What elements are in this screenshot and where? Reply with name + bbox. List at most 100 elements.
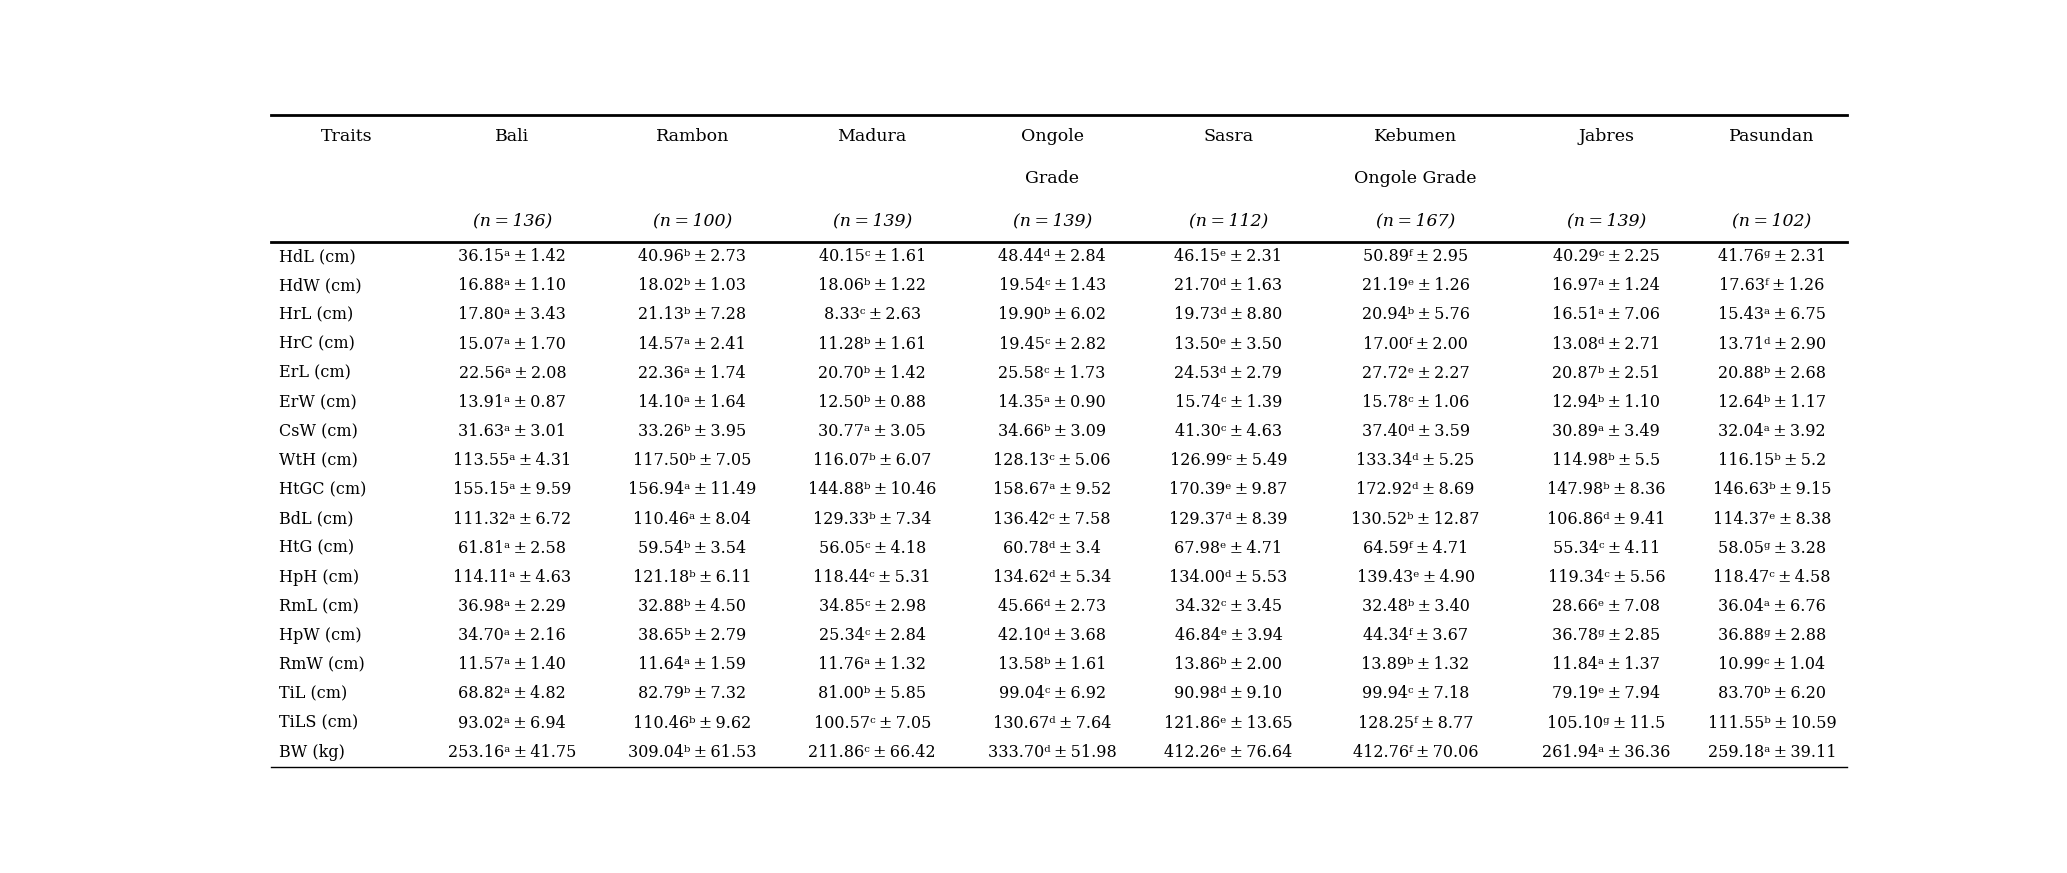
Text: 25.34ᶜ ± 2.84: 25.34ᶜ ± 2.84	[819, 627, 926, 644]
Text: 99.94ᶜ ± 7.18: 99.94ᶜ ± 7.18	[1362, 685, 1470, 703]
Text: 121.86ᵉ ± 13.65: 121.86ᵉ ± 13.65	[1164, 715, 1292, 732]
Text: 147.98ᵇ ± 8.36: 147.98ᵇ ± 8.36	[1546, 481, 1666, 498]
Text: 27.72ᵉ ± 2.27: 27.72ᵉ ± 2.27	[1362, 365, 1470, 382]
Text: 211.86ᶜ ± 66.42: 211.86ᶜ ± 66.42	[808, 744, 936, 760]
Text: 412.76ᶠ ± 70.06: 412.76ᶠ ± 70.06	[1354, 744, 1478, 760]
Text: 11.84ᵃ ± 1.37: 11.84ᵃ ± 1.37	[1552, 656, 1660, 673]
Text: 99.04ᶜ ± 6.92: 99.04ᶜ ± 6.92	[998, 685, 1106, 703]
Text: 68.82ᵃ ± 4.82: 68.82ᵃ ± 4.82	[459, 685, 566, 703]
Text: 158.67ᵃ ± 9.52: 158.67ᵃ ± 9.52	[992, 481, 1112, 498]
Text: 13.50ᵉ ± 3.50: 13.50ᵉ ± 3.50	[1174, 335, 1282, 353]
Text: 67.98ᵉ ± 4.71: 67.98ᵉ ± 4.71	[1174, 540, 1282, 557]
Text: 253.16ᵃ ± 41.75: 253.16ᵃ ± 41.75	[449, 744, 577, 760]
Text: 16.88ᵃ ± 1.10: 16.88ᵃ ± 1.10	[459, 278, 566, 294]
Text: Rambon: Rambon	[655, 127, 730, 145]
Text: 116.07ᵇ ± 6.07: 116.07ᵇ ± 6.07	[812, 452, 932, 469]
Text: 13.86ᵇ ± 2.00: 13.86ᵇ ± 2.00	[1174, 656, 1282, 673]
Text: 136.42ᶜ ± 7.58: 136.42ᶜ ± 7.58	[994, 511, 1110, 527]
Text: CsW (cm): CsW (cm)	[279, 423, 358, 440]
Text: 133.34ᵈ ± 5.25: 133.34ᵈ ± 5.25	[1356, 452, 1476, 469]
Text: 30.89ᵃ ± 3.49: 30.89ᵃ ± 3.49	[1552, 423, 1660, 440]
Text: 90.98ᵈ ± 9.10: 90.98ᵈ ± 9.10	[1174, 685, 1282, 703]
Text: (n = 136): (n = 136)	[473, 212, 552, 230]
Text: Madura: Madura	[837, 127, 907, 145]
Text: 20.87ᵇ ± 2.51: 20.87ᵇ ± 2.51	[1552, 365, 1660, 382]
Text: 17.80ᵃ ± 3.43: 17.80ᵃ ± 3.43	[459, 306, 566, 323]
Text: 41.76ᵍ ± 2.31: 41.76ᵍ ± 2.31	[1718, 248, 1825, 265]
Text: 55.34ᶜ ± 4.11: 55.34ᶜ ± 4.11	[1552, 540, 1660, 557]
Text: 20.70ᵇ ± 1.42: 20.70ᵇ ± 1.42	[819, 365, 926, 382]
Text: 46.84ᵉ ± 3.94: 46.84ᵉ ± 3.94	[1174, 627, 1282, 644]
Text: 114.98ᵇ ± 5.5: 114.98ᵇ ± 5.5	[1552, 452, 1660, 469]
Text: 309.04ᵇ ± 61.53: 309.04ᵇ ± 61.53	[628, 744, 757, 760]
Text: 36.78ᵍ ± 2.85: 36.78ᵍ ± 2.85	[1552, 627, 1660, 644]
Text: 17.63ᶠ ± 1.26: 17.63ᶠ ± 1.26	[1720, 278, 1825, 294]
Text: Ongole: Ongole	[1021, 127, 1083, 145]
Text: 117.50ᵇ ± 7.05: 117.50ᵇ ± 7.05	[633, 452, 752, 469]
Text: 48.44ᵈ ± 2.84: 48.44ᵈ ± 2.84	[998, 248, 1106, 265]
Text: 134.00ᵈ ± 5.53: 134.00ᵈ ± 5.53	[1170, 569, 1288, 586]
Text: 16.97ᵃ ± 1.24: 16.97ᵃ ± 1.24	[1552, 278, 1660, 294]
Text: 15.78ᶜ ± 1.06: 15.78ᶜ ± 1.06	[1362, 394, 1470, 411]
Text: 18.02ᵇ ± 1.03: 18.02ᵇ ± 1.03	[639, 278, 746, 294]
Text: 11.28ᵇ ± 1.61: 11.28ᵇ ± 1.61	[819, 335, 926, 353]
Text: Sasra: Sasra	[1203, 127, 1253, 145]
Text: 119.34ᶜ ± 5.56: 119.34ᶜ ± 5.56	[1548, 569, 1666, 586]
Text: 36.88ᵍ ± 2.88: 36.88ᵍ ± 2.88	[1718, 627, 1825, 644]
Text: 129.33ᵇ ± 7.34: 129.33ᵇ ± 7.34	[812, 511, 932, 527]
Text: 25.58ᶜ ± 1.73: 25.58ᶜ ± 1.73	[998, 365, 1106, 382]
Text: 32.48ᵇ ± 3.40: 32.48ᵇ ± 3.40	[1362, 598, 1470, 615]
Text: 28.66ᵉ ± 7.08: 28.66ᵉ ± 7.08	[1552, 598, 1660, 615]
Text: (n = 139): (n = 139)	[1013, 212, 1091, 230]
Text: RmL (cm): RmL (cm)	[279, 598, 360, 615]
Text: 60.78ᵈ ± 3.4: 60.78ᵈ ± 3.4	[1002, 540, 1102, 557]
Text: 412.26ᵉ ± 76.64: 412.26ᵉ ± 76.64	[1164, 744, 1292, 760]
Text: 83.70ᵇ ± 6.20: 83.70ᵇ ± 6.20	[1718, 685, 1825, 703]
Text: 8.33ᶜ ± 2.63: 8.33ᶜ ± 2.63	[823, 306, 920, 323]
Text: 38.65ᵇ ± 2.79: 38.65ᵇ ± 2.79	[639, 627, 746, 644]
Text: 172.92ᵈ ± 8.69: 172.92ᵈ ± 8.69	[1356, 481, 1476, 498]
Text: 30.77ᵃ ± 3.05: 30.77ᵃ ± 3.05	[819, 423, 926, 440]
Text: 100.57ᶜ ± 7.05: 100.57ᶜ ± 7.05	[814, 715, 930, 732]
Text: 19.73ᵈ ± 8.80: 19.73ᵈ ± 8.80	[1174, 306, 1284, 323]
Text: HpH (cm): HpH (cm)	[279, 569, 360, 586]
Text: 82.79ᵇ ± 7.32: 82.79ᵇ ± 7.32	[639, 685, 746, 703]
Text: 31.63ᵃ ± 3.01: 31.63ᵃ ± 3.01	[459, 423, 566, 440]
Text: 110.46ᵃ ± 8.04: 110.46ᵃ ± 8.04	[633, 511, 750, 527]
Text: 41.30ᶜ ± 4.63: 41.30ᶜ ± 4.63	[1174, 423, 1282, 440]
Text: (n = 167): (n = 167)	[1377, 212, 1455, 230]
Text: 170.39ᵉ ± 9.87: 170.39ᵉ ± 9.87	[1170, 481, 1288, 498]
Text: 36.98ᵃ ± 2.29: 36.98ᵃ ± 2.29	[459, 598, 566, 615]
Text: 32.88ᵇ ± 4.50: 32.88ᵇ ± 4.50	[639, 598, 746, 615]
Text: 46.15ᵉ ± 2.31: 46.15ᵉ ± 2.31	[1174, 248, 1282, 265]
Text: HrL (cm): HrL (cm)	[279, 306, 353, 323]
Text: Traits: Traits	[320, 127, 372, 145]
Text: 114.11ᵃ ± 4.63: 114.11ᵃ ± 4.63	[453, 569, 570, 586]
Text: 126.99ᶜ ± 5.49: 126.99ᶜ ± 5.49	[1170, 452, 1288, 469]
Text: 21.13ᵇ ± 7.28: 21.13ᵇ ± 7.28	[639, 306, 746, 323]
Text: 93.02ᵃ ± 6.94: 93.02ᵃ ± 6.94	[459, 715, 566, 732]
Text: 18.06ᵇ ± 1.22: 18.06ᵇ ± 1.22	[819, 278, 926, 294]
Text: (n = 139): (n = 139)	[1567, 212, 1645, 230]
Text: 12.64ᵇ ± 1.17: 12.64ᵇ ± 1.17	[1718, 394, 1825, 411]
Text: 259.18ᵃ ± 39.11: 259.18ᵃ ± 39.11	[1707, 744, 1835, 760]
Text: 40.96ᵇ ± 2.73: 40.96ᵇ ± 2.73	[639, 248, 746, 265]
Text: 33.26ᵇ ± 3.95: 33.26ᵇ ± 3.95	[639, 423, 746, 440]
Text: Ongole Grade: Ongole Grade	[1354, 170, 1478, 187]
Text: RmW (cm): RmW (cm)	[279, 656, 366, 673]
Text: 32.04ᵃ ± 3.92: 32.04ᵃ ± 3.92	[1718, 423, 1825, 440]
Text: 61.81ᵃ ± 2.58: 61.81ᵃ ± 2.58	[459, 540, 566, 557]
Text: WtH (cm): WtH (cm)	[279, 452, 358, 469]
Text: HdL (cm): HdL (cm)	[279, 248, 356, 265]
Text: 19.45ᶜ ± 2.82: 19.45ᶜ ± 2.82	[998, 335, 1106, 353]
Text: 11.64ᵃ ± 1.59: 11.64ᵃ ± 1.59	[639, 656, 746, 673]
Text: 156.94ᵃ ± 11.49: 156.94ᵃ ± 11.49	[628, 481, 757, 498]
Text: 13.89ᵇ ± 1.32: 13.89ᵇ ± 1.32	[1362, 656, 1470, 673]
Text: 36.04ᵃ ± 6.76: 36.04ᵃ ± 6.76	[1718, 598, 1825, 615]
Text: 64.59ᶠ ± 4.71: 64.59ᶠ ± 4.71	[1362, 540, 1468, 557]
Text: 13.58ᵇ ± 1.61: 13.58ᵇ ± 1.61	[998, 656, 1106, 673]
Text: BdL (cm): BdL (cm)	[279, 511, 353, 527]
Text: Jabres: Jabres	[1579, 127, 1635, 145]
Text: 13.08ᵈ ± 2.71: 13.08ᵈ ± 2.71	[1552, 335, 1660, 353]
Text: 130.52ᵇ ± 12.87: 130.52ᵇ ± 12.87	[1352, 511, 1480, 527]
